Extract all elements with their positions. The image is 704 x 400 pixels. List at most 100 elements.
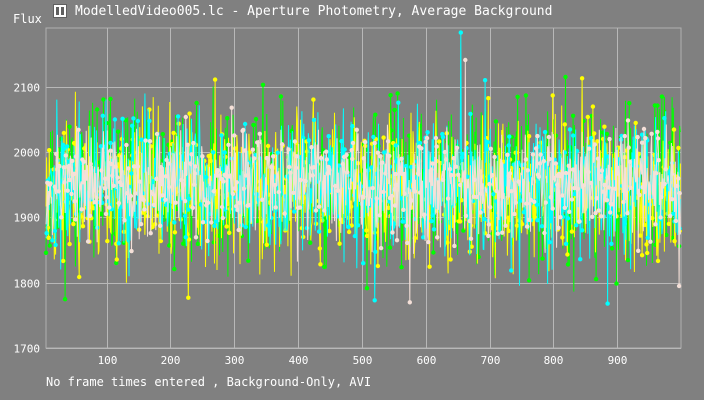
x-tick-label: 100 [98, 354, 118, 367]
data-point [362, 139, 368, 145]
data-point [595, 139, 600, 144]
data-point [62, 297, 68, 302]
data-point [131, 164, 137, 169]
data-point [556, 225, 561, 230]
data-point [128, 193, 134, 199]
data-point [547, 240, 552, 245]
data-point [378, 245, 384, 251]
data-point [372, 298, 377, 303]
data-point [72, 199, 77, 204]
data-point [256, 197, 261, 202]
data-point [484, 146, 490, 152]
data-point [220, 215, 225, 221]
data-point [415, 171, 421, 176]
data-point [633, 120, 638, 126]
data-point [602, 124, 607, 129]
data-point [382, 150, 387, 155]
data-point [645, 250, 650, 256]
data-point [269, 164, 274, 170]
data-point [80, 224, 86, 229]
data-point [152, 222, 158, 227]
data-point [102, 186, 107, 191]
data-point [407, 300, 412, 305]
data-point [103, 176, 108, 181]
data-point [454, 145, 460, 150]
data-point [73, 217, 78, 222]
data-point [308, 240, 313, 245]
data-point [515, 94, 520, 100]
data-point [429, 219, 434, 224]
data-point [449, 172, 454, 178]
data-point [187, 111, 192, 116]
data-point [154, 176, 159, 182]
data-point [523, 93, 529, 98]
data-point [292, 209, 297, 214]
data-point [642, 189, 647, 195]
data-point [64, 144, 70, 149]
data-point [304, 225, 310, 231]
data-point [298, 177, 303, 183]
data-point [275, 150, 280, 155]
data-point [56, 189, 61, 194]
data-point [217, 173, 222, 178]
data-point [541, 159, 546, 164]
data-point [578, 257, 583, 262]
data-point [659, 194, 664, 200]
data-point [346, 224, 351, 230]
data-point [592, 142, 597, 147]
data-point [399, 265, 404, 270]
data-point [625, 118, 631, 123]
data-point [225, 116, 230, 121]
data-point [214, 219, 219, 224]
data-point [478, 210, 483, 215]
x-tick-label: 200 [161, 354, 181, 367]
y-tick-label: 2100 [14, 82, 41, 95]
data-point [182, 198, 188, 204]
data-point [509, 268, 514, 273]
data-point [468, 111, 473, 117]
data-point [567, 127, 573, 132]
data-point [221, 179, 226, 184]
data-point [414, 159, 419, 164]
data-point [264, 155, 269, 161]
data-point [534, 202, 539, 207]
data-point [550, 93, 555, 98]
data-point [142, 207, 147, 212]
data-point [569, 197, 575, 202]
data-point [232, 186, 238, 191]
data-point [251, 156, 257, 161]
data-point [301, 135, 306, 140]
data-point [61, 142, 66, 148]
title-bar: ModelledVideo005.lc - Aperture Photometr… [0, 0, 704, 24]
data-point [193, 164, 198, 169]
data-point [224, 224, 229, 229]
data-point [81, 159, 86, 164]
data-point [108, 140, 113, 146]
data-point [563, 241, 569, 246]
data-point [572, 191, 577, 197]
data-point [335, 188, 340, 193]
data-point [488, 146, 493, 151]
data-point [574, 223, 579, 228]
data-point [417, 140, 423, 146]
data-point [260, 82, 266, 88]
data-point [147, 118, 152, 124]
data-point [540, 256, 545, 261]
data-point [322, 222, 328, 228]
data-point [186, 207, 191, 212]
data-point [344, 152, 349, 158]
data-point [163, 174, 169, 179]
data-point [91, 206, 96, 211]
y-axis-label: Flux [13, 12, 42, 26]
data-point [676, 283, 682, 289]
data-point [318, 262, 323, 267]
data-point [404, 223, 409, 228]
data-point [195, 241, 201, 247]
data-point [62, 180, 67, 185]
data-point [198, 202, 204, 207]
data-point [47, 243, 52, 248]
data-point [649, 131, 654, 136]
data-point [626, 145, 631, 150]
data-point [375, 263, 381, 269]
